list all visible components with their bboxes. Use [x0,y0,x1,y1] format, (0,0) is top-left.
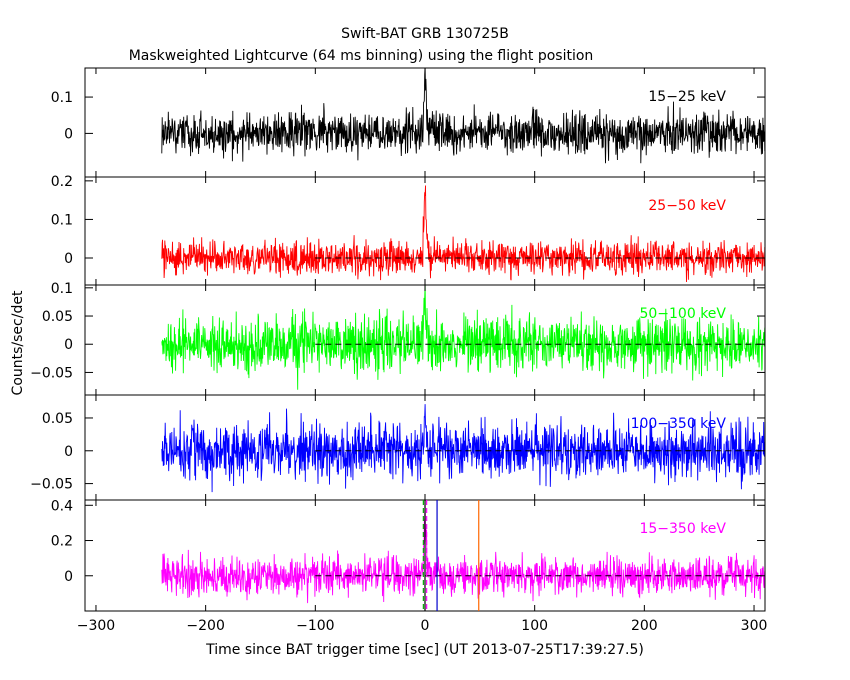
panel-2: 0.2 0.1 0 25−50 keV [51,174,766,286]
x-tick-label: 100 [521,618,548,634]
x-tick-label: −100 [296,618,334,634]
lightcurve-trace [161,285,765,390]
y-tick-label: 0.05 [42,309,73,325]
lightcurve-trace [161,185,765,283]
x-tick-label: −300 [77,618,115,634]
panels-group: 0.1 0 15−25 keV 0.2 0.1 0 25−50 keV 0.1 0.05 0 −0.… [30,67,768,634]
panel-5: 0.4 0.2 0 15−350 keV [51,498,766,612]
lightcurve-trace [161,68,765,164]
y-tick-label: 0.1 [51,281,73,297]
panel-1: 0.1 0 15−25 keV [51,67,766,178]
x-tick-label: −200 [186,618,224,634]
band-label: 15−350 keV [639,521,726,537]
panel-4: 0.05 0 −0.05 100−350 keV [30,394,766,501]
y-tick-label: 0 [64,569,73,585]
band-label: 25−50 keV [648,198,726,214]
band-label: 15−25 keV [648,89,726,105]
x-tick-label: 0 [421,618,430,634]
y-tick-label: 0.4 [51,498,73,514]
x-tick-label: 300 [741,618,768,634]
y-tick-label: 0 [64,251,73,267]
y-tick-label: 0.1 [51,212,73,228]
panel-3: 0.1 0.05 0 −0.05 50−100 keV [30,281,766,396]
y-tick-label: −0.05 [30,477,73,493]
y-tick-label: 0.2 [51,174,73,190]
band-label: 50−100 keV [639,306,726,322]
chart-title: Swift-BAT GRB 130725B [341,26,509,42]
x-axis-label: Time since BAT trigger time [sec] (UT 20… [205,642,644,658]
band-label: 100−350 keV [631,416,727,432]
y-tick-label: −0.05 [30,365,73,381]
y-tick-label: 0 [64,126,73,142]
y-tick-label: 0 [64,337,73,353]
y-tick-label: 0.1 [51,90,73,106]
x-tick-label: 200 [631,618,658,634]
y-tick-label: 0.2 [51,534,73,550]
lightcurve-trace [161,404,765,493]
y-axis-label: Counts/sec/det [10,290,26,395]
lightcurve-trace [161,500,765,604]
chart-subtitle: Maskweighted Lightcurve (64 ms binning) … [129,48,594,64]
y-tick-label: 0.05 [42,411,73,427]
y-tick-label: 0 [64,444,73,460]
